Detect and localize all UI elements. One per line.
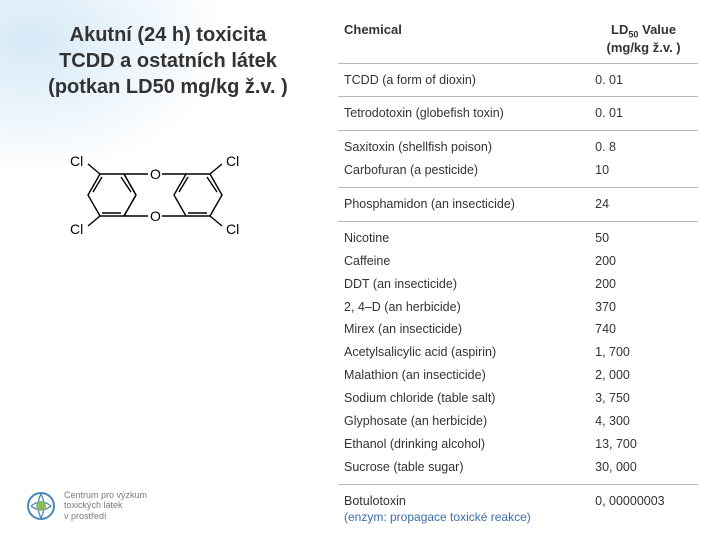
atom-label: Cl — [70, 153, 83, 169]
chemical-name: Nicotine — [338, 221, 589, 249]
ld50-value: 0. 01 — [589, 63, 698, 97]
table-row: Sucrose (table sugar)30, 000 — [338, 456, 698, 484]
ld50-value: 24 — [589, 188, 698, 222]
col-header-chemical: Chemical — [338, 18, 589, 63]
chemical-name: Carbofuran (a pesticide) — [338, 159, 589, 187]
chemical-name: Caffeine — [338, 250, 589, 273]
ld50-value: 0. 8 — [589, 131, 698, 159]
table-row: Caffeine200 — [338, 250, 698, 273]
table-row: Glyphosate (an herbicide)4, 300 — [338, 410, 698, 433]
globe-icon — [26, 491, 56, 521]
ld50-value: 370 — [589, 296, 698, 319]
ld50-value: 13, 700 — [589, 433, 698, 456]
ld50-value: 740 — [589, 318, 698, 341]
footer-text: Centrum pro výzkum toxických látek v pro… — [64, 490, 147, 522]
chemical-name: Saxitoxin (shellfish poison) — [338, 131, 589, 159]
chemical-name: Sucrose (table sugar) — [338, 456, 589, 484]
table-row: Mirex (an insecticide)740 — [338, 318, 698, 341]
title-line: TCDD a ostatních látek — [28, 48, 308, 74]
chemical-name: TCDD (a form of dioxin) — [338, 63, 589, 97]
table-row: Acetylsalicylic acid (aspirin)1, 700 — [338, 341, 698, 364]
table-row: Ethanol (drinking alcohol)13, 700 — [338, 433, 698, 456]
table-row: Malathion (an insecticide)2, 000 — [338, 364, 698, 387]
col-header-value: LD50 Value (mg/kg ž.v. ) — [589, 18, 698, 63]
atom-label: Cl — [70, 221, 83, 237]
table-row: 2, 4–D (an herbicide)370 — [338, 296, 698, 319]
ld50-value: 50 — [589, 221, 698, 249]
table-row: DDT (an insecticide)200 — [338, 273, 698, 296]
footer-logo: Centrum pro výzkum toxických látek v pro… — [26, 490, 147, 522]
chemical-name: Ethanol (drinking alcohol) — [338, 433, 589, 456]
ld50-value: 1, 700 — [589, 341, 698, 364]
chemical-name: 2, 4–D (an herbicide) — [338, 296, 589, 319]
table-row: Phosphamidon (an insecticide)24 — [338, 188, 698, 222]
title-line: (potkan LD50 mg/kg ž.v. ) — [28, 74, 308, 100]
ld50-value: 200 — [589, 250, 698, 273]
chemical-name: Botulotoxin(enzym: propagace toxické rea… — [338, 484, 589, 529]
table-row: Nicotine50 — [338, 221, 698, 249]
ld50-value: 30, 000 — [589, 456, 698, 484]
atom-label: Cl — [226, 153, 239, 169]
footer-line: toxických látek — [64, 500, 147, 511]
chemical-note: (enzym: propagace toxické reakce) — [344, 509, 583, 525]
atom-label: Cl — [226, 221, 239, 237]
chemical-name: Malathion (an insecticide) — [338, 364, 589, 387]
chemical-name: Tetrodotoxin (globefish toxin) — [338, 97, 589, 131]
table-row: TCDD (a form of dioxin)0. 01 — [338, 63, 698, 97]
footer-line: v prostředí — [64, 511, 147, 522]
chemical-name: Phosphamidon (an insecticide) — [338, 188, 589, 222]
chemical-name: Glyphosate (an herbicide) — [338, 410, 589, 433]
title-line: Akutní (24 h) toxicita — [28, 22, 308, 48]
chemical-name: Acetylsalicylic acid (aspirin) — [338, 341, 589, 364]
atom-label: O — [150, 208, 161, 224]
atom-label: O — [150, 166, 161, 182]
molecule-diagram: Cl Cl Cl Cl O O — [50, 150, 260, 245]
chemical-name: Mirex (an insecticide) — [338, 318, 589, 341]
ld50-value: 2, 000 — [589, 364, 698, 387]
ld50-value: 200 — [589, 273, 698, 296]
ld50-value: 3, 750 — [589, 387, 698, 410]
chemical-name: Sodium chloride (table salt) — [338, 387, 589, 410]
ld50-table: Chemical LD50 Value (mg/kg ž.v. ) TCDD (… — [338, 18, 698, 529]
ld50-value: 0. 01 — [589, 97, 698, 131]
table-row: Botulotoxin(enzym: propagace toxické rea… — [338, 484, 698, 529]
footer-line: Centrum pro výzkum — [64, 490, 147, 501]
chemical-name: DDT (an insecticide) — [338, 273, 589, 296]
ld50-value: 4, 300 — [589, 410, 698, 433]
table-row: Saxitoxin (shellfish poison)0. 8 — [338, 131, 698, 159]
ld50-value: 0, 00000003 — [589, 484, 698, 529]
title-block: Akutní (24 h) toxicita TCDD a ostatních … — [28, 22, 308, 100]
table-row: Carbofuran (a pesticide)10 — [338, 159, 698, 187]
table-row: Sodium chloride (table salt)3, 750 — [338, 387, 698, 410]
ld50-value: 10 — [589, 159, 698, 187]
table-row: Tetrodotoxin (globefish toxin)0. 01 — [338, 97, 698, 131]
